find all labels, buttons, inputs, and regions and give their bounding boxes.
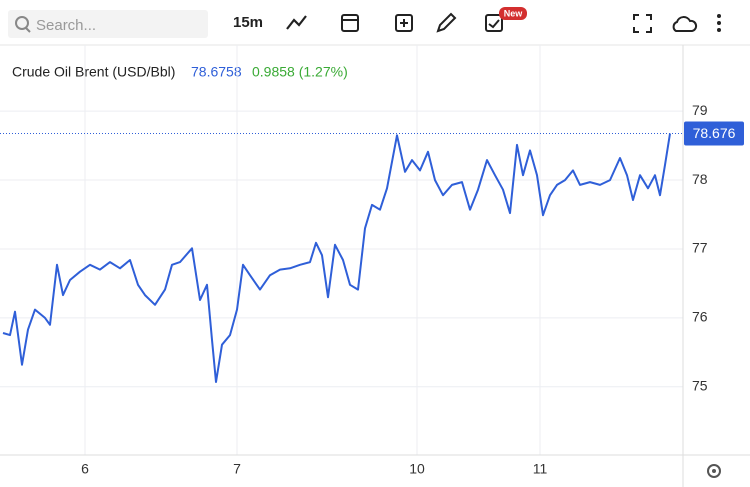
x-tick-label: 6 — [81, 461, 89, 477]
fullscreen-button[interactable] — [633, 14, 652, 33]
interval-button[interactable]: 15m — [233, 14, 263, 31]
settings-icon — [707, 464, 721, 478]
price-line — [2, 133, 671, 383]
search-box[interactable] — [8, 10, 208, 38]
settings-button[interactable] — [707, 464, 721, 478]
draw-button[interactable] — [436, 12, 457, 33]
menu-button — [717, 28, 721, 32]
menu-button[interactable] — [717, 14, 721, 18]
price-change: 0.9858 (1.27%) — [252, 64, 348, 80]
last-price-label: 78.676 — [693, 125, 736, 141]
new-badge — [499, 7, 527, 20]
chart-type-button[interactable] — [286, 15, 307, 30]
events-icon — [488, 19, 500, 29]
menu-button — [717, 21, 721, 25]
y-tick-label: 77 — [692, 240, 708, 256]
x-tick-label: 10 — [409, 461, 425, 477]
last-price: 78.6758 — [191, 64, 242, 80]
search-icon — [25, 27, 31, 33]
add-button[interactable] — [395, 14, 413, 32]
y-tick-label: 78 — [692, 171, 708, 187]
y-tick-label: 75 — [692, 377, 708, 393]
symbol-name: Crude Oil Brent (USD/Bbl) — [12, 64, 175, 80]
y-tick-label: 76 — [692, 309, 708, 325]
last-price-tag — [684, 121, 744, 146]
x-tick-label: 11 — [533, 461, 548, 477]
settings-icon — [712, 469, 716, 473]
search-icon — [15, 16, 29, 30]
events-button[interactable] — [485, 14, 503, 32]
y-tick-label: 79 — [692, 102, 708, 118]
add-icon — [400, 19, 408, 27]
download-button[interactable] — [672, 16, 698, 32]
calendar-button[interactable] — [341, 14, 359, 32]
x-tick-label: 7 — [233, 461, 241, 477]
new-badge-text: New — [504, 8, 524, 18]
search-placeholder: Search... — [36, 17, 96, 34]
